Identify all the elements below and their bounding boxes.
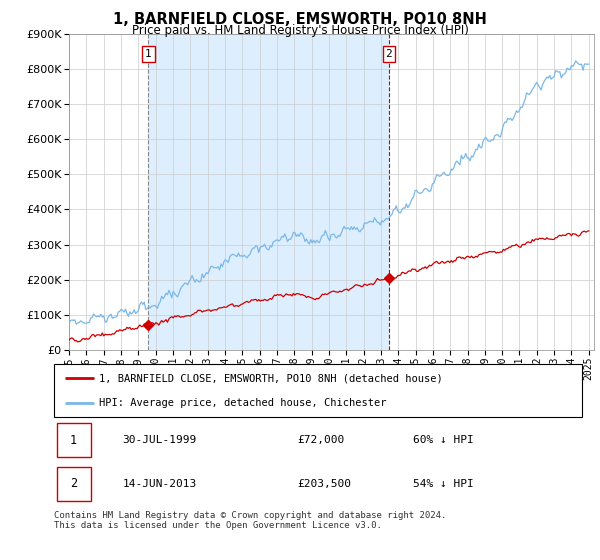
Text: 30-JUL-1999: 30-JUL-1999 bbox=[122, 435, 197, 445]
Text: Contains HM Land Registry data © Crown copyright and database right 2024.
This d: Contains HM Land Registry data © Crown c… bbox=[54, 511, 446, 530]
Text: HPI: Average price, detached house, Chichester: HPI: Average price, detached house, Chic… bbox=[99, 398, 386, 408]
FancyBboxPatch shape bbox=[56, 423, 91, 457]
Text: 14-JUN-2013: 14-JUN-2013 bbox=[122, 479, 197, 489]
Text: 1: 1 bbox=[145, 49, 152, 59]
Text: £72,000: £72,000 bbox=[297, 435, 344, 445]
Text: 60% ↓ HPI: 60% ↓ HPI bbox=[413, 435, 474, 445]
Text: 54% ↓ HPI: 54% ↓ HPI bbox=[413, 479, 474, 489]
Text: 1, BARNFIELD CLOSE, EMSWORTH, PO10 8NH (detached house): 1, BARNFIELD CLOSE, EMSWORTH, PO10 8NH (… bbox=[99, 374, 443, 384]
Text: 1: 1 bbox=[70, 433, 77, 447]
FancyBboxPatch shape bbox=[54, 364, 582, 417]
Text: 1, BARNFIELD CLOSE, EMSWORTH, PO10 8NH: 1, BARNFIELD CLOSE, EMSWORTH, PO10 8NH bbox=[113, 12, 487, 27]
FancyBboxPatch shape bbox=[56, 467, 91, 501]
Bar bbox=[148, 34, 389, 350]
Text: £203,500: £203,500 bbox=[297, 479, 351, 489]
Text: 2: 2 bbox=[385, 49, 392, 59]
Text: Price paid vs. HM Land Registry's House Price Index (HPI): Price paid vs. HM Land Registry's House … bbox=[131, 24, 469, 36]
Text: 2: 2 bbox=[70, 477, 77, 491]
